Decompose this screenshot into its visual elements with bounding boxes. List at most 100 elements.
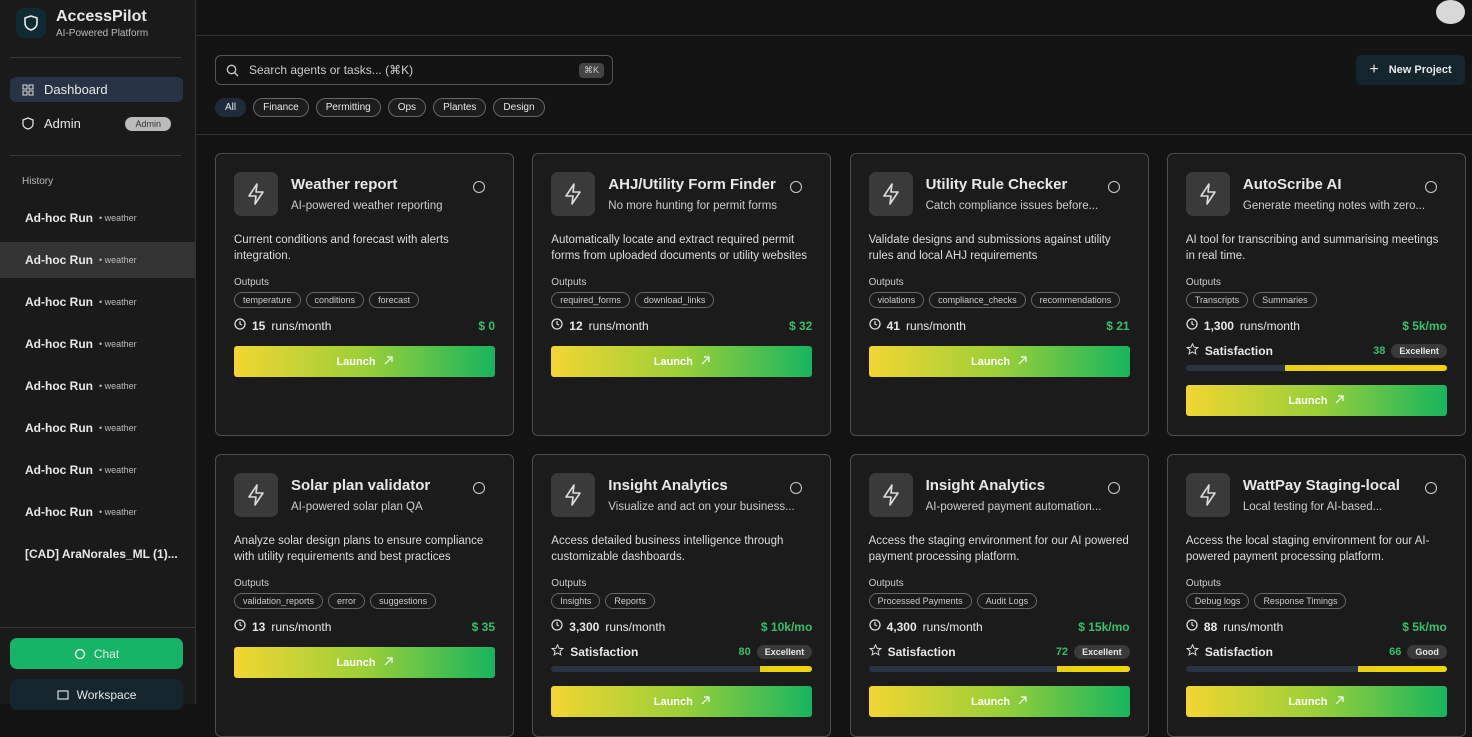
history-item[interactable]: Ad-hoc Run weather xyxy=(0,200,196,236)
filter-chip[interactable]: Plantes xyxy=(433,98,487,117)
history-item[interactable]: [CAD] AraNorales_ML (1)... xyxy=(0,536,196,572)
launch-button[interactable]: Launch xyxy=(234,346,495,377)
cost: $ 5k/mo xyxy=(1402,619,1447,634)
history-item[interactable]: Ad-hoc Run weather xyxy=(0,284,196,320)
button-label: Launch xyxy=(653,355,693,368)
filter-chip[interactable]: Ops xyxy=(387,98,427,117)
launch-button[interactable]: Launch xyxy=(868,686,1130,717)
page: AccessPilot AI-Powered Platform Dashboar… xyxy=(0,0,1472,704)
filter-chip[interactable]: Permitting xyxy=(315,98,381,117)
outputs-label: Outputs xyxy=(1185,277,1221,288)
launch-button[interactable]: Launch xyxy=(868,346,1130,377)
history-item[interactable]: Ad-hoc Run weather xyxy=(0,494,196,530)
new-project-button[interactable]: + New Project xyxy=(1356,55,1465,85)
outputs-label: Outputs xyxy=(868,578,904,589)
launch-button[interactable]: Launch xyxy=(551,346,813,377)
output-chip: Reports xyxy=(605,593,655,609)
history-item[interactable]: Ad-hoc Run weather xyxy=(0,326,196,362)
card-title: AHJ/Utility Form Finder xyxy=(608,176,776,193)
score: 80 xyxy=(738,645,751,658)
card-description: AI tool for transcribing and summarising… xyxy=(1185,234,1439,262)
outputs: validation_reports error suggestions xyxy=(234,593,437,609)
filter-chip[interactable]: Design xyxy=(493,98,545,117)
cost: $ 32 xyxy=(788,318,813,333)
history-title: Ad-hoc Run xyxy=(25,337,93,351)
filter-chip[interactable]: All xyxy=(215,98,247,117)
button-label: Launch xyxy=(971,355,1011,368)
filter-chip[interactable]: Finance xyxy=(253,98,309,117)
runs-unit: runs/month xyxy=(922,619,983,634)
satisfaction-label: Satisfaction xyxy=(570,644,639,659)
card-description: Access the local staging environment for… xyxy=(1185,535,1430,563)
nav-item[interactable]: Admin Admin xyxy=(10,111,183,136)
card-title: Weather report xyxy=(291,176,398,193)
launch-button[interactable]: Launch xyxy=(1185,686,1447,717)
button-label: Launch xyxy=(1288,695,1328,708)
info-icon[interactable] xyxy=(1107,181,1120,193)
agent-icon xyxy=(551,473,596,517)
satisfaction-bar xyxy=(551,666,813,672)
output-chip: Summaries xyxy=(1253,292,1317,308)
brand-name: AccessPilot xyxy=(56,8,147,25)
history-tag: weather xyxy=(99,213,137,223)
info-icon[interactable] xyxy=(790,482,803,494)
clock-icon xyxy=(551,619,563,634)
icon xyxy=(74,648,85,659)
arrow-icon xyxy=(1018,355,1027,368)
arrow-icon xyxy=(384,355,393,368)
history-title: Ad-hoc Run xyxy=(25,253,93,267)
history-item[interactable]: Ad-hoc Run weather xyxy=(0,368,196,404)
info-icon[interactable] xyxy=(1424,181,1437,193)
outputs: Processed Payments Audit Logs xyxy=(868,593,1038,609)
clock-icon xyxy=(868,619,881,634)
cost: $ 0 xyxy=(478,318,495,333)
cost: $ 35 xyxy=(471,619,495,634)
card-title: Insight Analytics xyxy=(608,477,728,494)
runs: 4,300 xyxy=(886,619,917,634)
agent-card: AHJ/Utility Form Finder No more hunting f… xyxy=(532,153,832,436)
card-subtitle: Catch compliance issues before... xyxy=(925,200,1099,212)
rating: Excellent xyxy=(1391,343,1447,358)
outputs: temperature conditions forecast xyxy=(234,292,420,308)
usage-row: 13 runs/month $ 35 xyxy=(234,619,495,634)
history-item[interactable]: Ad-hoc Run weather xyxy=(0,410,196,446)
runs: 3,300 xyxy=(569,619,600,634)
history-tag: weather xyxy=(99,339,137,349)
runs: 88 xyxy=(1203,619,1218,634)
info-icon[interactable] xyxy=(473,482,485,494)
chat-button[interactable]: Chat xyxy=(10,638,183,669)
rating: Good xyxy=(1407,644,1447,659)
button-label: New Project xyxy=(1388,64,1452,76)
logo xyxy=(16,8,46,38)
info-icon[interactable] xyxy=(790,181,803,193)
satisfaction-fill xyxy=(1285,365,1447,371)
search-box[interactable]: Search agents or tasks... (⌘K) ⌘K xyxy=(215,55,613,85)
info-icon[interactable] xyxy=(1107,482,1120,494)
nav-item[interactable]: Dashboard xyxy=(10,77,183,102)
history-title: Ad-hoc Run xyxy=(25,295,93,309)
nav-label: Admin xyxy=(44,116,81,131)
card-subtitle: AI-powered solar plan QA xyxy=(291,501,423,513)
info-icon[interactable] xyxy=(1424,482,1437,494)
agent-icon xyxy=(868,172,913,216)
card-description: Analyze solar design plans to ensure com… xyxy=(234,535,484,563)
avatar[interactable] xyxy=(1436,0,1465,24)
star-icon xyxy=(868,643,882,659)
card-subtitle: Local testing for AI-based... xyxy=(1242,501,1383,513)
history-item[interactable]: Ad-hoc Run weather xyxy=(0,242,196,278)
star-icon xyxy=(551,643,565,659)
history-tag: weather xyxy=(99,381,137,391)
info-icon[interactable] xyxy=(473,181,485,193)
launch-button[interactable]: Launch xyxy=(234,647,495,678)
workspace-button[interactable]: Workspace xyxy=(10,679,183,710)
output-chip: recommendations xyxy=(1030,292,1121,308)
card-subtitle: AI-powered payment automation... xyxy=(925,501,1102,513)
launch-button[interactable]: Launch xyxy=(551,686,813,717)
output-chip: Debug logs xyxy=(1185,593,1250,609)
history-item[interactable]: Ad-hoc Run weather xyxy=(0,452,196,488)
output-chip: download_links xyxy=(634,292,715,308)
output-chip: Audit Logs xyxy=(976,593,1038,609)
outputs: Debug logs Response Timings xyxy=(1185,593,1347,609)
launch-button[interactable]: Launch xyxy=(1185,385,1447,416)
brand-tagline: AI-Powered Platform xyxy=(56,28,149,39)
